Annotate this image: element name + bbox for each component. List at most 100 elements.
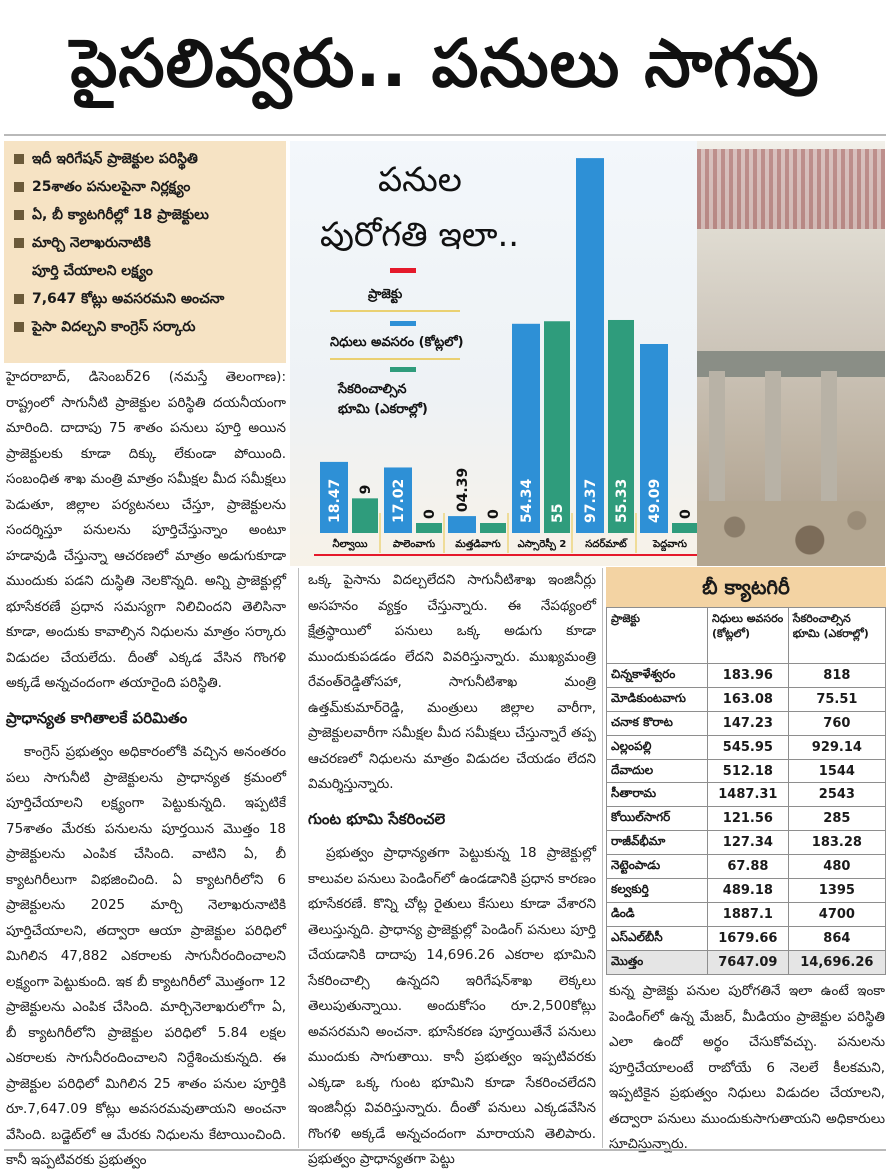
project-name-cell: ఎస్ఎల్‌బీసీ — [606, 925, 708, 951]
land-cell: 864 — [787, 925, 887, 951]
photo-bridge — [697, 149, 885, 229]
category-label: ఎస్సారెస్పీ 2 — [518, 538, 567, 551]
bar-value-label: 97.37 — [583, 479, 599, 523]
funds-cell: 127.34 — [707, 830, 789, 856]
chart-title-line-1: పనుల — [378, 160, 462, 200]
bar-land — [608, 319, 634, 533]
bar-funds — [512, 323, 540, 533]
dam-photo — [697, 141, 885, 566]
bar-land — [544, 321, 570, 533]
table-row: రాజీవ్‌భీమా 127.34 183.28 — [606, 830, 887, 856]
article-body-2: ఒక్క పైసాను విదల్చలేదని సాగునీటిశాఖ ఇంజి… — [308, 572, 596, 792]
progress-chart: పనుల పురోగతి ఇలా.. ప్రాజెక్టు నిధులు అవసరం … — [290, 141, 700, 566]
funds-cell: 7647.09 — [707, 949, 789, 975]
legend-label: నిధులు అవసరం (కోట్లలో) — [330, 334, 464, 352]
bar-value-label: 0 — [678, 509, 694, 519]
table-row: చిన్నకాళేశ్వరం 183.96 818 — [606, 663, 887, 688]
land-cell: 4700 — [787, 901, 887, 927]
bottom-rule — [4, 1149, 886, 1151]
funds-cell: 1487.31 — [707, 782, 789, 808]
land-cell: 760 — [787, 710, 887, 736]
funds-cell: 545.95 — [707, 734, 789, 760]
subheading-priority: ప్రాధాన్యత కాగితాలకే పరిమితం — [6, 708, 188, 727]
bar-land — [480, 523, 506, 533]
funds-cell: 1679.66 — [707, 925, 789, 951]
bar-value-label: 0 — [422, 509, 438, 519]
article-column-1: హైదరాబాద్, డిసెంబర్26 (నమస్తే తెలంగాణ): … — [6, 365, 286, 1174]
highlights-box: ఇదీ ఇరిగేషన్ ప్రాజెక్టుల పరిస్థితి 25శాత… — [4, 141, 286, 363]
chart-title-line-2: పురోగతి ఇలా.. — [320, 215, 519, 255]
project-name-cell: ఎల్లంపల్లి — [606, 734, 708, 760]
funds-cell: 163.08 — [707, 686, 789, 712]
land-cell: 14,696.26 — [787, 949, 887, 975]
legend-label: ప్రాజెక్టు — [367, 287, 402, 304]
land-cell: 480 — [787, 854, 887, 880]
category-label: పాలెంవాగు — [393, 539, 436, 550]
highlight-item: ఇదీ ఇరిగేషన్ ప్రాజెక్టుల పరిస్థితి — [12, 145, 278, 173]
funds-cell: 489.18 — [707, 878, 789, 903]
legend-swatch-land — [390, 367, 416, 372]
article-column-2: ఒక్క పైసాను విదల్చలేదని సాగునీటిశాఖ ఇంజి… — [308, 568, 596, 1173]
bar-value-label: 55.33 — [614, 479, 630, 523]
bar-value-label: 49.09 — [647, 479, 663, 523]
land-cell: 183.28 — [787, 830, 887, 856]
chart-svg: పనుల పురోగతి ఇలా.. ప్రాజెక్టు నిధులు అవసరం … — [314, 158, 698, 556]
table-row: ఎస్ఎల్‌బీసీ 1679.66 864 — [606, 925, 887, 951]
table-row: కోయిల్‌సాగర్ 121.56 285 — [606, 806, 887, 832]
project-name-cell: డిండి — [606, 901, 708, 927]
column-divider — [602, 568, 603, 1148]
category-label: నీల్వాయి — [333, 537, 368, 551]
legend-swatch-funds — [390, 321, 416, 326]
bar-value-label: 0 — [486, 509, 502, 519]
land-cell: 929.14 — [787, 734, 887, 760]
project-name-cell: నెట్టెంపాడు — [606, 854, 708, 880]
project-name-cell: చనాక కొరాట — [606, 710, 708, 736]
article-body-3: ప్రభుత్వం ప్రాధాన్యతగా పెట్టుకున్న 18 ప్… — [308, 845, 596, 1167]
bar-land — [352, 498, 378, 533]
project-name-cell: చిన్నకాళేశ్వరం — [606, 663, 708, 688]
article-intro: హైదరాబాద్, డిసెంబర్26 (నమస్తే తెలంగాణ): … — [6, 369, 286, 691]
category-label: మత్తడివాగు — [455, 539, 501, 551]
article-column-3: కున్న ప్రాజెక్టు పనుల పురోగతినే ఇలా ఉంటే… — [609, 983, 885, 1152]
bar-land — [416, 523, 442, 533]
land-cell: 1395 — [787, 878, 887, 903]
bar-funds — [576, 158, 604, 534]
bar-value-label: 04.39 — [455, 468, 471, 512]
land-cell: 818 — [787, 663, 887, 688]
project-name-cell: మోడికుంటవాగు — [606, 686, 708, 712]
bar-funds — [320, 461, 348, 533]
headline-rule — [4, 134, 886, 136]
table-header: నిధులు అవసరం (కోట్లలో) — [707, 607, 789, 664]
photo-pier — [765, 371, 781, 511]
bar-value-label: 54.34 — [519, 478, 535, 523]
bar-value-label: 18.47 — [327, 479, 343, 523]
legend-label: భూమి (ఎకరాల్లో) — [338, 401, 428, 419]
column-divider — [298, 568, 299, 1148]
table-row: కల్వకుర్తి 489.18 1395 — [606, 878, 887, 903]
bar-funds — [448, 516, 476, 533]
highlight-item: 25శాతం పనులపైనా నిర్లక్ష్యం — [12, 173, 278, 201]
subheading-land: గుంట భూమి సేకరించలె — [308, 809, 446, 828]
category-label: సదర్‌మాట్ — [585, 538, 628, 550]
table-header: సేకరించాల్సిన భూమి (ఎకరాల్లో) — [787, 607, 887, 664]
category-label: పెద్దవాగు — [652, 539, 687, 552]
table-title: బీ క్యాటగిరీ — [606, 567, 886, 607]
category-b-table: బీ క్యాటగిరీ ప్రాజెక్టు నిధులు అవసరం (కో… — [606, 567, 887, 975]
project-name-cell: దేవాదుల — [606, 758, 708, 784]
funds-cell: 121.56 — [707, 806, 789, 832]
bar-funds — [640, 344, 668, 533]
data-table: ప్రాజెక్టు నిధులు అవసరం (కోట్లలో) సేకరిం… — [606, 607, 887, 975]
highlight-item-cont: పూర్తి చేయాలని లక్ష్యం — [32, 263, 153, 279]
table-row: దేవాదుల 512.18 1544 — [606, 758, 887, 784]
table-header: ప్రాజెక్టు — [606, 607, 708, 664]
bar-value-label: 9 — [358, 485, 374, 495]
legend-label: సేకరించాల్సిన — [337, 381, 406, 398]
land-cell: 75.51 — [787, 686, 887, 712]
table-row: మోడికుంటవాగు 163.08 75.51 — [606, 686, 887, 712]
land-cell: 1544 — [787, 758, 887, 784]
photo-pier — [821, 371, 837, 511]
table-row: ఎల్లంపల్లి 545.95 929.14 — [606, 734, 887, 760]
highlight-item: పైసా విదల్చని కాంగ్రెస్ సర్కారు — [12, 313, 278, 341]
land-cell: 2543 — [787, 782, 887, 808]
project-name-cell: రాజీవ్‌భీమా — [606, 830, 708, 856]
